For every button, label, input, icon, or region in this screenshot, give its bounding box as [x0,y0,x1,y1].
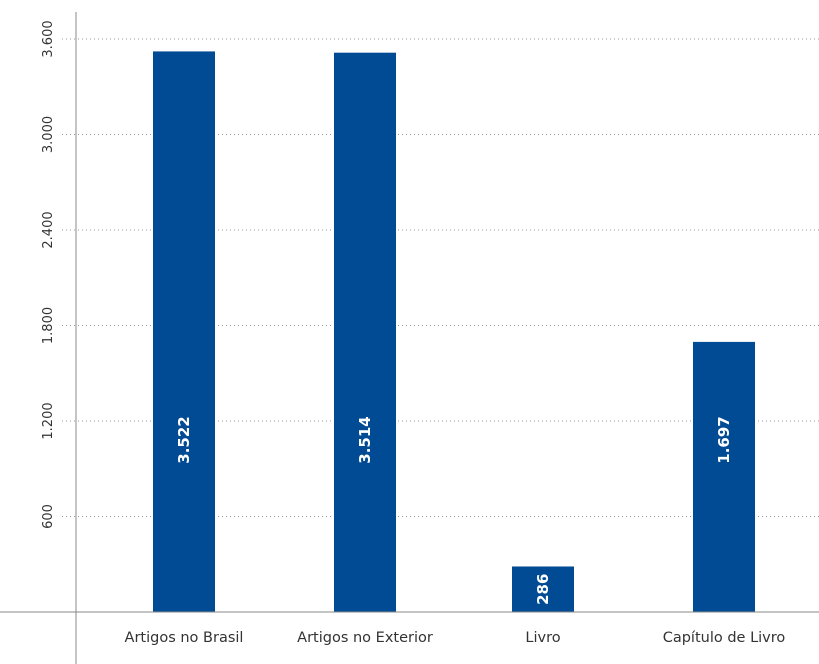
x-tick-label: Artigos no Brasil [125,630,244,646]
bar-value-label: 3.514 [356,416,374,463]
x-tick-label: Livro [525,630,560,646]
bar-value-label: 3.522 [175,416,193,463]
bar [693,341,755,612]
x-tick-label: Artigos no Exterior [297,630,433,646]
y-tick-label: 3.600 [41,20,56,57]
y-tick-label: 600 [41,504,56,529]
bar-value-label: 1.697 [715,416,733,463]
axes [0,12,819,664]
y-tick-label: 2.400 [41,211,56,248]
labels: 600 1.200 1.800 2.400 3.000 3.600 3.522 Artigos… [41,20,785,646]
bar [153,51,215,613]
x-tick-label: Capítulo de Livro [663,630,786,646]
y-tick-label: 3.000 [41,116,56,153]
bar [334,52,396,612]
bar-value-label: 286 [534,574,552,605]
y-tick-label: 1.800 [41,307,56,344]
bars [153,51,755,613]
y-tick-label: 1.200 [41,402,56,439]
bar [512,566,574,612]
